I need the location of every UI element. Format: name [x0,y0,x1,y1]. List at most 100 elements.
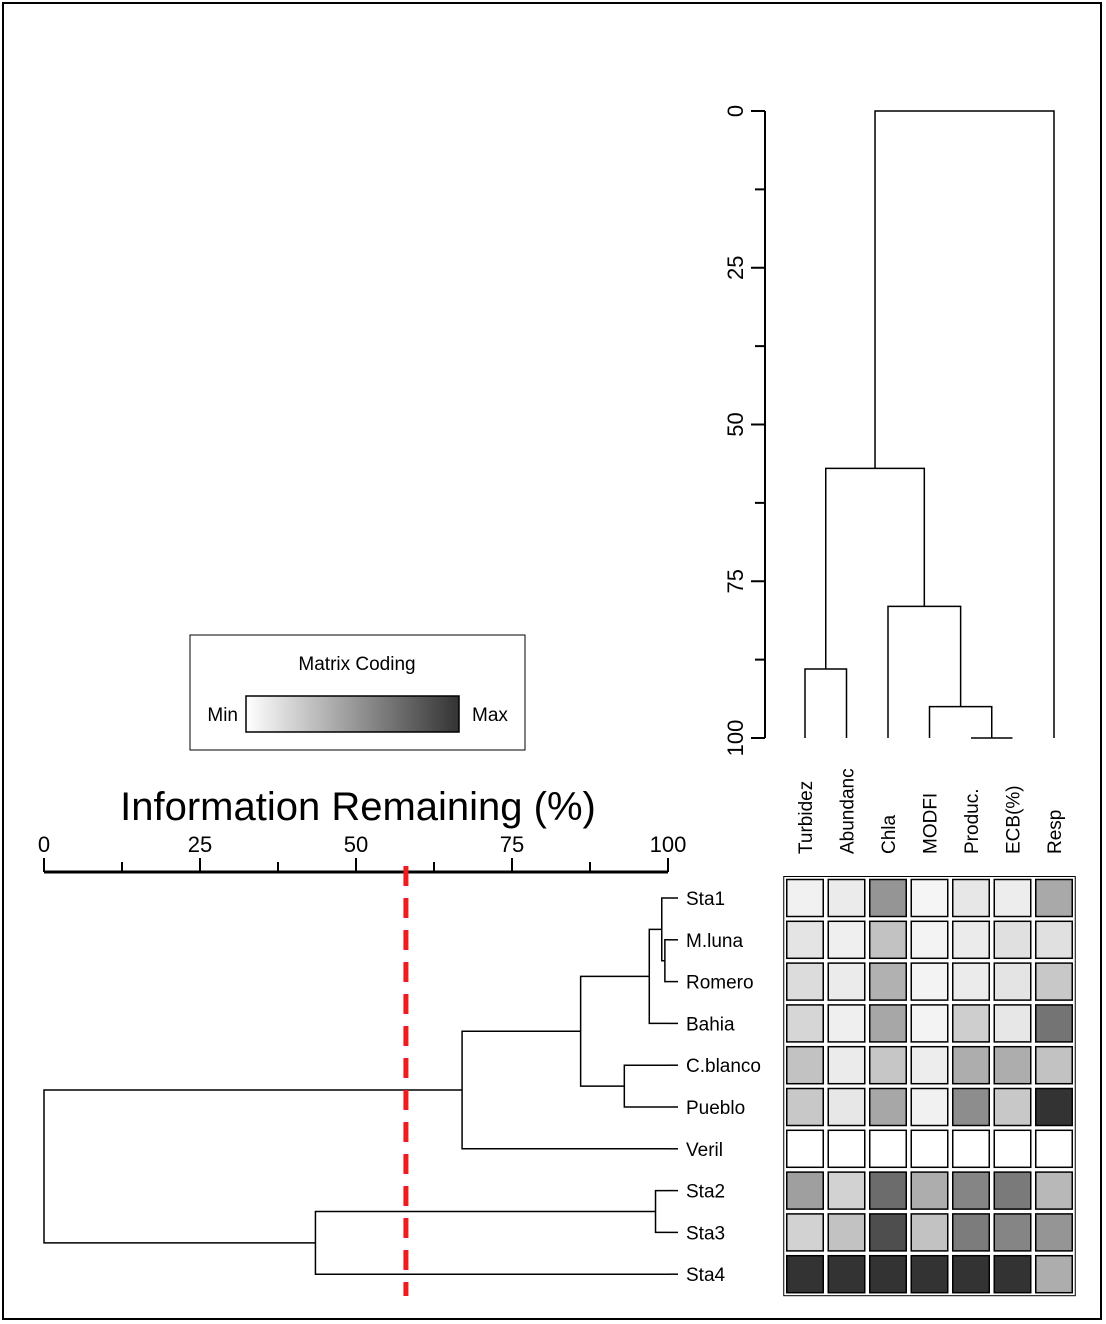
row-axis-tick-label: 75 [500,832,524,857]
row-label: C.blanco [686,1056,761,1077]
column-dendrogram-link [887,605,962,738]
heatmap-cell [910,1045,949,1085]
column-axis-tick-label: 25 [723,256,748,280]
row-label: Pueblo [686,1098,745,1119]
heatmap-cell [1035,1129,1073,1169]
column-label: Abundanc [838,768,859,854]
heatmap-cell [952,1171,990,1210]
column-label: Turbidez [796,781,817,854]
heatmap-cell [910,1087,949,1127]
row-axis-tick-label: 50 [344,832,368,857]
heatmap-cell [786,1004,824,1043]
heatmap-cell [910,920,949,960]
legend: Matrix Coding Min Max [189,634,526,751]
row-dendrogram-link [43,1089,463,1244]
heatmap-cell [952,1087,990,1127]
heatmap-cell [869,962,907,1001]
heatmap-cell [1035,920,1073,960]
heatmap-cell [952,1129,990,1169]
column-label: MODFI [921,793,942,854]
legend-max-label: Max [472,705,508,726]
column-label: ECB(%) [1004,785,1025,854]
column-label: Chla [879,814,900,854]
heatmap-cell [952,1004,990,1043]
heatmap-cell [952,1045,990,1085]
heatmap-cell [786,1254,824,1294]
heatmap-cell [827,920,866,960]
heatmap-cell [993,1171,1032,1210]
heatmap-cell [910,1004,949,1043]
heatmap-cell [1035,1171,1073,1210]
row-dendrogram-link [623,1064,668,1108]
row-dendrogram-link [461,1030,668,1150]
heatmap-cell [869,920,907,960]
heatmap-cell [827,1045,866,1085]
heatmap-cell [869,878,907,918]
heatmap-cell [952,1254,990,1294]
row-label: Sta1 [686,889,725,910]
row-labels: Sta1 M.luna Romero Bahia C.blanco Pueblo Veril… [686,889,761,1286]
column-label: Resp [1045,810,1066,854]
row-axis-tick-label: 100 [650,832,687,857]
legend-title: Matrix Coding [298,654,415,675]
row-dendrogram-link [664,939,668,983]
heatmap-cell [786,1213,824,1252]
heatmap-cell [1035,878,1073,918]
row-label: Veril [686,1140,723,1161]
heatmap-cell [952,878,990,918]
column-dendrogram-link [928,705,993,738]
row-axis-tick-label: 0 [38,832,50,857]
heatmap-cell [993,1087,1032,1127]
row-dendrogram-link [579,975,650,1087]
heatmap-cell [1035,1213,1073,1252]
column-dendrogram-link [804,668,848,738]
heatmap-cell [786,962,824,1001]
heatmap-cell [869,1087,907,1127]
heatmap-cell [1035,1254,1073,1294]
heatmap-cell [1035,962,1073,1001]
heatmap-cell [952,1213,990,1252]
column-axis-tick-label: 50 [723,412,748,436]
column-label: Produc. [962,789,983,854]
heatmap-cell [910,962,949,1001]
legend-min-label: Min [207,705,238,726]
heatmap-cell [869,1045,907,1085]
heatmap-cell [869,1213,907,1252]
heatmap-cell [993,878,1032,918]
column-dendrogram: 0 25 50 75 100 [723,105,1055,756]
heatmap-cell [869,1129,907,1169]
heatmap-cell [993,1254,1032,1294]
heatmap-border [783,876,1076,1297]
heatmap-cell [993,962,1032,1001]
row-label: M.luna [686,931,743,952]
row-label: Sta2 [686,1182,725,1203]
heatmap-cell [827,878,866,918]
legend-gradient-bar [245,695,460,733]
heatmap-cell [827,1254,866,1294]
heatmap-cell [786,1171,824,1210]
heatmap-cell [786,878,824,918]
row-dendrogram-link [314,1210,668,1275]
heatmap-cell [869,1254,907,1294]
row-label: Bahia [686,1014,735,1035]
heatmap-cell [910,1254,949,1294]
heatmap-cell [993,1213,1032,1252]
row-dendrogram-link [654,1189,668,1234]
heatmap-cell [910,1213,949,1252]
heatmap-cell [1035,1045,1073,1085]
heatmap-cell [827,962,866,1001]
heatmap-cell [910,1129,949,1169]
heatmap-cell [827,1087,866,1127]
row-axis-tick-label: 25 [188,832,212,857]
heatmap-cell [1035,1004,1073,1043]
column-axis-tick-label: 0 [723,105,748,117]
row-label: Sta3 [686,1223,725,1244]
row-label: Romero [686,973,754,994]
heatmap-cell [952,962,990,1001]
heatmap-cell [786,1087,824,1127]
heatmap-cell [993,1129,1032,1169]
column-dendrogram-link [874,110,1055,738]
heatmap-cell [827,1004,866,1043]
row-label: Sta4 [686,1265,726,1286]
heatmap-cell [786,1129,824,1169]
